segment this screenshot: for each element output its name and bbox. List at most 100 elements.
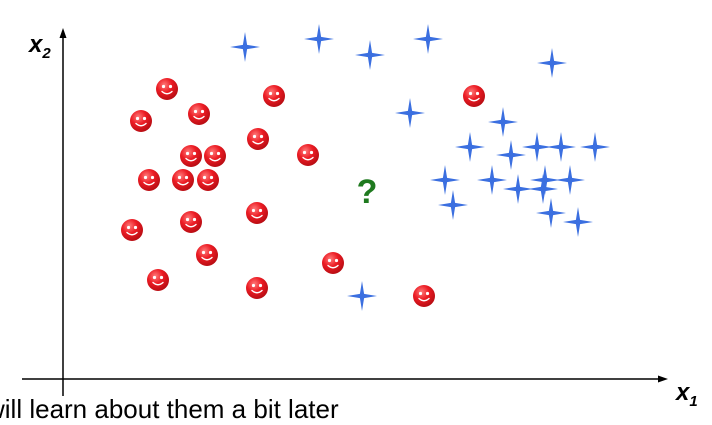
smiley-eye <box>193 109 198 114</box>
star-point <box>395 98 425 128</box>
axes: x2 x1 <box>22 28 698 410</box>
smiley-eye <box>201 250 206 255</box>
smiley-mouth <box>202 181 214 186</box>
smiley-eye <box>150 175 155 180</box>
smiley-mouth <box>185 157 197 162</box>
star-point <box>536 198 566 228</box>
smiley-point <box>180 145 202 167</box>
smiley-mouth <box>185 223 197 228</box>
smiley-point <box>246 202 268 224</box>
smiley-point <box>121 219 143 241</box>
smiley-point <box>463 85 485 107</box>
y-axis-arrow <box>59 28 67 38</box>
smiley-eye <box>268 91 273 96</box>
star-point <box>537 48 567 78</box>
smiley-point <box>147 269 169 291</box>
smiley-mouth <box>193 115 205 120</box>
star-point <box>488 107 518 137</box>
smiley-eye <box>468 91 473 96</box>
smiley-face <box>246 277 268 299</box>
smiley-face <box>130 110 152 132</box>
star-point <box>347 281 377 311</box>
smiley-mouth <box>209 157 221 162</box>
smiley-eye <box>152 275 157 280</box>
smiley-point <box>197 169 219 191</box>
star-point <box>455 132 485 162</box>
star-point <box>438 190 468 220</box>
query-point-marker: ? <box>357 173 378 211</box>
star-point <box>230 32 260 62</box>
smiley-point <box>247 128 269 150</box>
smiley-face <box>463 85 485 107</box>
scatter-plot: x2 x1 ? <box>22 24 698 410</box>
smiley-point <box>180 211 202 233</box>
smiley-mouth <box>161 90 173 95</box>
smiley-point <box>413 285 435 307</box>
smiley-mouth <box>201 256 213 261</box>
smiley-eye <box>192 217 197 222</box>
smiley-face <box>196 244 218 266</box>
smiley-eye <box>185 151 190 156</box>
smiley-eye <box>258 208 263 213</box>
smiley-eye <box>135 116 140 121</box>
star-point <box>503 174 533 204</box>
smiley-mouth <box>135 122 147 127</box>
smiley-face <box>180 211 202 233</box>
star-point <box>430 165 460 195</box>
star-point <box>528 174 558 204</box>
smiley-point <box>246 277 268 299</box>
x-axis-label-main: x <box>674 379 691 406</box>
smiley-eye <box>200 109 205 114</box>
smiley-point <box>138 169 160 191</box>
smiley-face <box>156 78 178 100</box>
smiley-face <box>322 252 344 274</box>
x-axis-label: x1 <box>674 379 698 410</box>
star-point <box>522 132 552 162</box>
star-point <box>477 165 507 195</box>
smiley-mouth <box>177 181 189 186</box>
smiley-eye <box>184 175 189 180</box>
smiley-point <box>196 244 218 266</box>
smiley-eye <box>133 225 138 230</box>
smiley-mouth <box>252 140 264 145</box>
smiley-eye <box>209 175 214 180</box>
smiley-face <box>263 85 285 107</box>
smiley-eye <box>159 275 164 280</box>
smiley-eye <box>209 151 214 156</box>
smiley-eye <box>418 291 423 296</box>
smiley-eye <box>143 175 148 180</box>
smiley-eye <box>309 150 314 155</box>
smiley-eye <box>251 208 256 213</box>
y-axis-label: x2 <box>27 31 51 62</box>
star-point <box>413 24 443 54</box>
star-point <box>563 207 593 237</box>
x-axis-label-sub: 1 <box>689 393 697 410</box>
smiley-face <box>204 145 226 167</box>
smiley-eye <box>275 91 280 96</box>
smiley-eye <box>302 150 307 155</box>
smiley-eye <box>177 175 182 180</box>
smiley-face <box>147 269 169 291</box>
smiley-eye <box>192 151 197 156</box>
smiley-mouth <box>152 281 164 286</box>
smiley-mouth <box>251 214 263 219</box>
star-point <box>580 132 610 162</box>
smiley-eye <box>142 116 147 121</box>
smiley-point <box>322 252 344 274</box>
smiley-eye <box>251 283 256 288</box>
star-point <box>546 132 576 162</box>
smiley-face <box>138 169 160 191</box>
star-point <box>304 24 334 54</box>
smiley-point <box>263 85 285 107</box>
star-point <box>530 165 560 195</box>
smiley-eye <box>185 217 190 222</box>
bottom-caption: will learn about them a bit later <box>0 394 339 424</box>
star-point <box>496 140 526 170</box>
smiley-point <box>172 169 194 191</box>
smiley-eye <box>168 84 173 89</box>
smiley-eye <box>327 258 332 263</box>
smiley-face <box>246 202 268 224</box>
smiley-face <box>197 169 219 191</box>
y-axis-label-main: x <box>27 31 44 58</box>
smiley-mouth <box>251 289 263 294</box>
